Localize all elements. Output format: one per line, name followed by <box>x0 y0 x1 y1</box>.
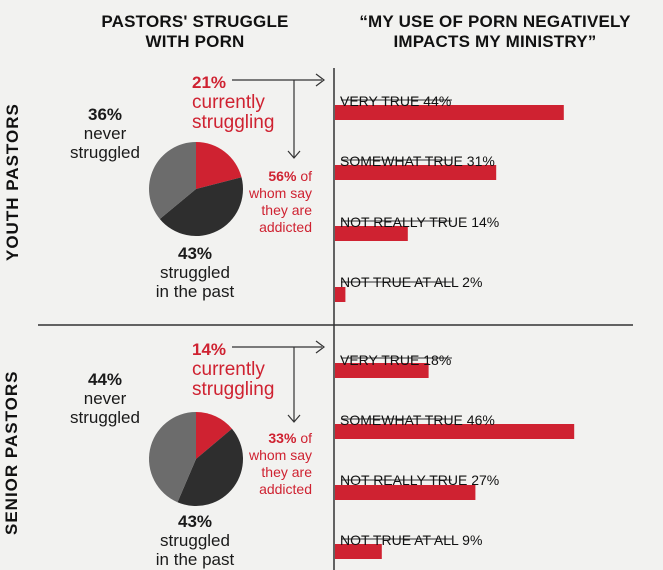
youth-past-text-2: in the past <box>155 282 235 301</box>
youth-bar-label-0: VERY TRUE 44% <box>340 93 452 109</box>
senior-addicted-pct: 33% <box>268 430 297 446</box>
youth-pie-slice-1 <box>159 177 244 237</box>
senior-addicted-label: 33% of whom say they are addicted <box>240 430 312 498</box>
youth-addicted-text-2: whom say <box>248 185 312 201</box>
senior-bar-label-3: NOT TRUE AT ALL 9% <box>340 532 483 548</box>
senior-currently-text-1: currently <box>192 359 265 380</box>
senior-pie-slice-1 <box>177 428 243 506</box>
youth-past-text-1: struggled <box>160 263 230 282</box>
youth-addicted-label: 56% of whom say they are addicted <box>240 168 312 236</box>
senior-pie-slice-2 <box>148 411 196 503</box>
senior-currently-pct: 14% <box>192 340 227 359</box>
youth-addicted-pct: 56% <box>268 168 297 184</box>
youth-bar-0 <box>335 105 564 120</box>
right-header-line-2: IMPACTS MY MINISTRY” <box>393 32 597 51</box>
youth-past-pct: 43% <box>177 244 213 263</box>
youth-pie-slice-0 <box>196 142 242 189</box>
senior-bar-0 <box>335 363 429 378</box>
youth-bar-label-3: NOT TRUE AT ALL 2% <box>340 274 483 290</box>
youth-addicted-line-1: 56% of <box>240 168 312 185</box>
senior-addicted-line-1: 33% of <box>240 430 312 447</box>
senior-bar-3 <box>335 544 382 559</box>
senior-pie-slice-0 <box>196 412 232 459</box>
senior-addicted-text-3: they are <box>261 464 312 480</box>
youth-currently-text-2: struggling <box>192 112 275 133</box>
senior-bar-1 <box>335 424 575 439</box>
senior-past-label: 43% struggled in the past <box>140 512 250 569</box>
youth-currently-pct: 21% <box>192 73 227 92</box>
senior-never-text-2: struggled <box>70 408 140 427</box>
right-header-line-1: “MY USE OF PORN NEGATIVELY <box>359 12 631 31</box>
senior-currently-label: 14% currently struggling <box>192 340 302 400</box>
senior-down-head <box>287 414 301 423</box>
senior-past-text-1: struggled <box>160 531 230 550</box>
senior-addicted-text-2: whom say <box>248 447 312 463</box>
youth-pie-slice-2 <box>148 142 196 219</box>
left-header-line-1: PASTORS' STRUGGLE <box>101 12 289 31</box>
youth-addicted-text-4: addicted <box>259 219 312 235</box>
senior-currently-text-2: struggling <box>192 379 275 400</box>
senior-bar-label-0: VERY TRUE 18% <box>340 352 452 368</box>
youth-bar-2 <box>335 226 408 241</box>
youth-bar-3 <box>335 287 346 302</box>
youth-never-pct: 36% <box>87 105 123 124</box>
youth-arrow-head <box>315 73 325 87</box>
senior-bar-label-2: NOT REALLY TRUE 27% <box>340 472 500 488</box>
left-header: PASTORS' STRUGGLE WITH PORN <box>70 12 320 52</box>
senior-bar-2 <box>335 485 476 500</box>
senior-arrow-head <box>315 340 325 354</box>
youth-never-text-2: struggled <box>70 143 140 162</box>
youth-bar-label-2: NOT REALLY TRUE 14% <box>340 214 500 230</box>
senior-addicted-text-4: addicted <box>259 481 312 497</box>
youth-currently-text-1: currently <box>192 92 265 113</box>
youth-addicted-text-1: of <box>300 168 312 184</box>
youth-currently-label: 21% currently struggling <box>192 73 302 133</box>
youth-never-label: 36% never struggled <box>55 105 155 162</box>
senior-never-pct: 44% <box>87 370 123 389</box>
right-header: “MY USE OF PORN NEGATIVELY IMPACTS MY MI… <box>330 12 660 52</box>
youth-never-text-1: never <box>83 124 127 143</box>
senior-bar-label-1: SOMEWHAT TRUE 46% <box>340 412 495 428</box>
senior-past-text-2: in the past <box>155 550 235 569</box>
senior-past-pct: 43% <box>177 512 213 531</box>
senior-addicted-text-1: of <box>300 430 312 446</box>
youth-bar-label-1: SOMEWHAT TRUE 31% <box>340 153 495 169</box>
youth-bar-1 <box>335 165 497 180</box>
youth-past-label: 43% struggled in the past <box>140 244 250 301</box>
senior-never-text-1: never <box>83 389 127 408</box>
youth-down-head <box>287 150 301 159</box>
left-header-line-2: WITH PORN <box>145 32 245 51</box>
senior-never-label: 44% never struggled <box>55 370 155 427</box>
youth-addicted-text-3: they are <box>261 202 312 218</box>
